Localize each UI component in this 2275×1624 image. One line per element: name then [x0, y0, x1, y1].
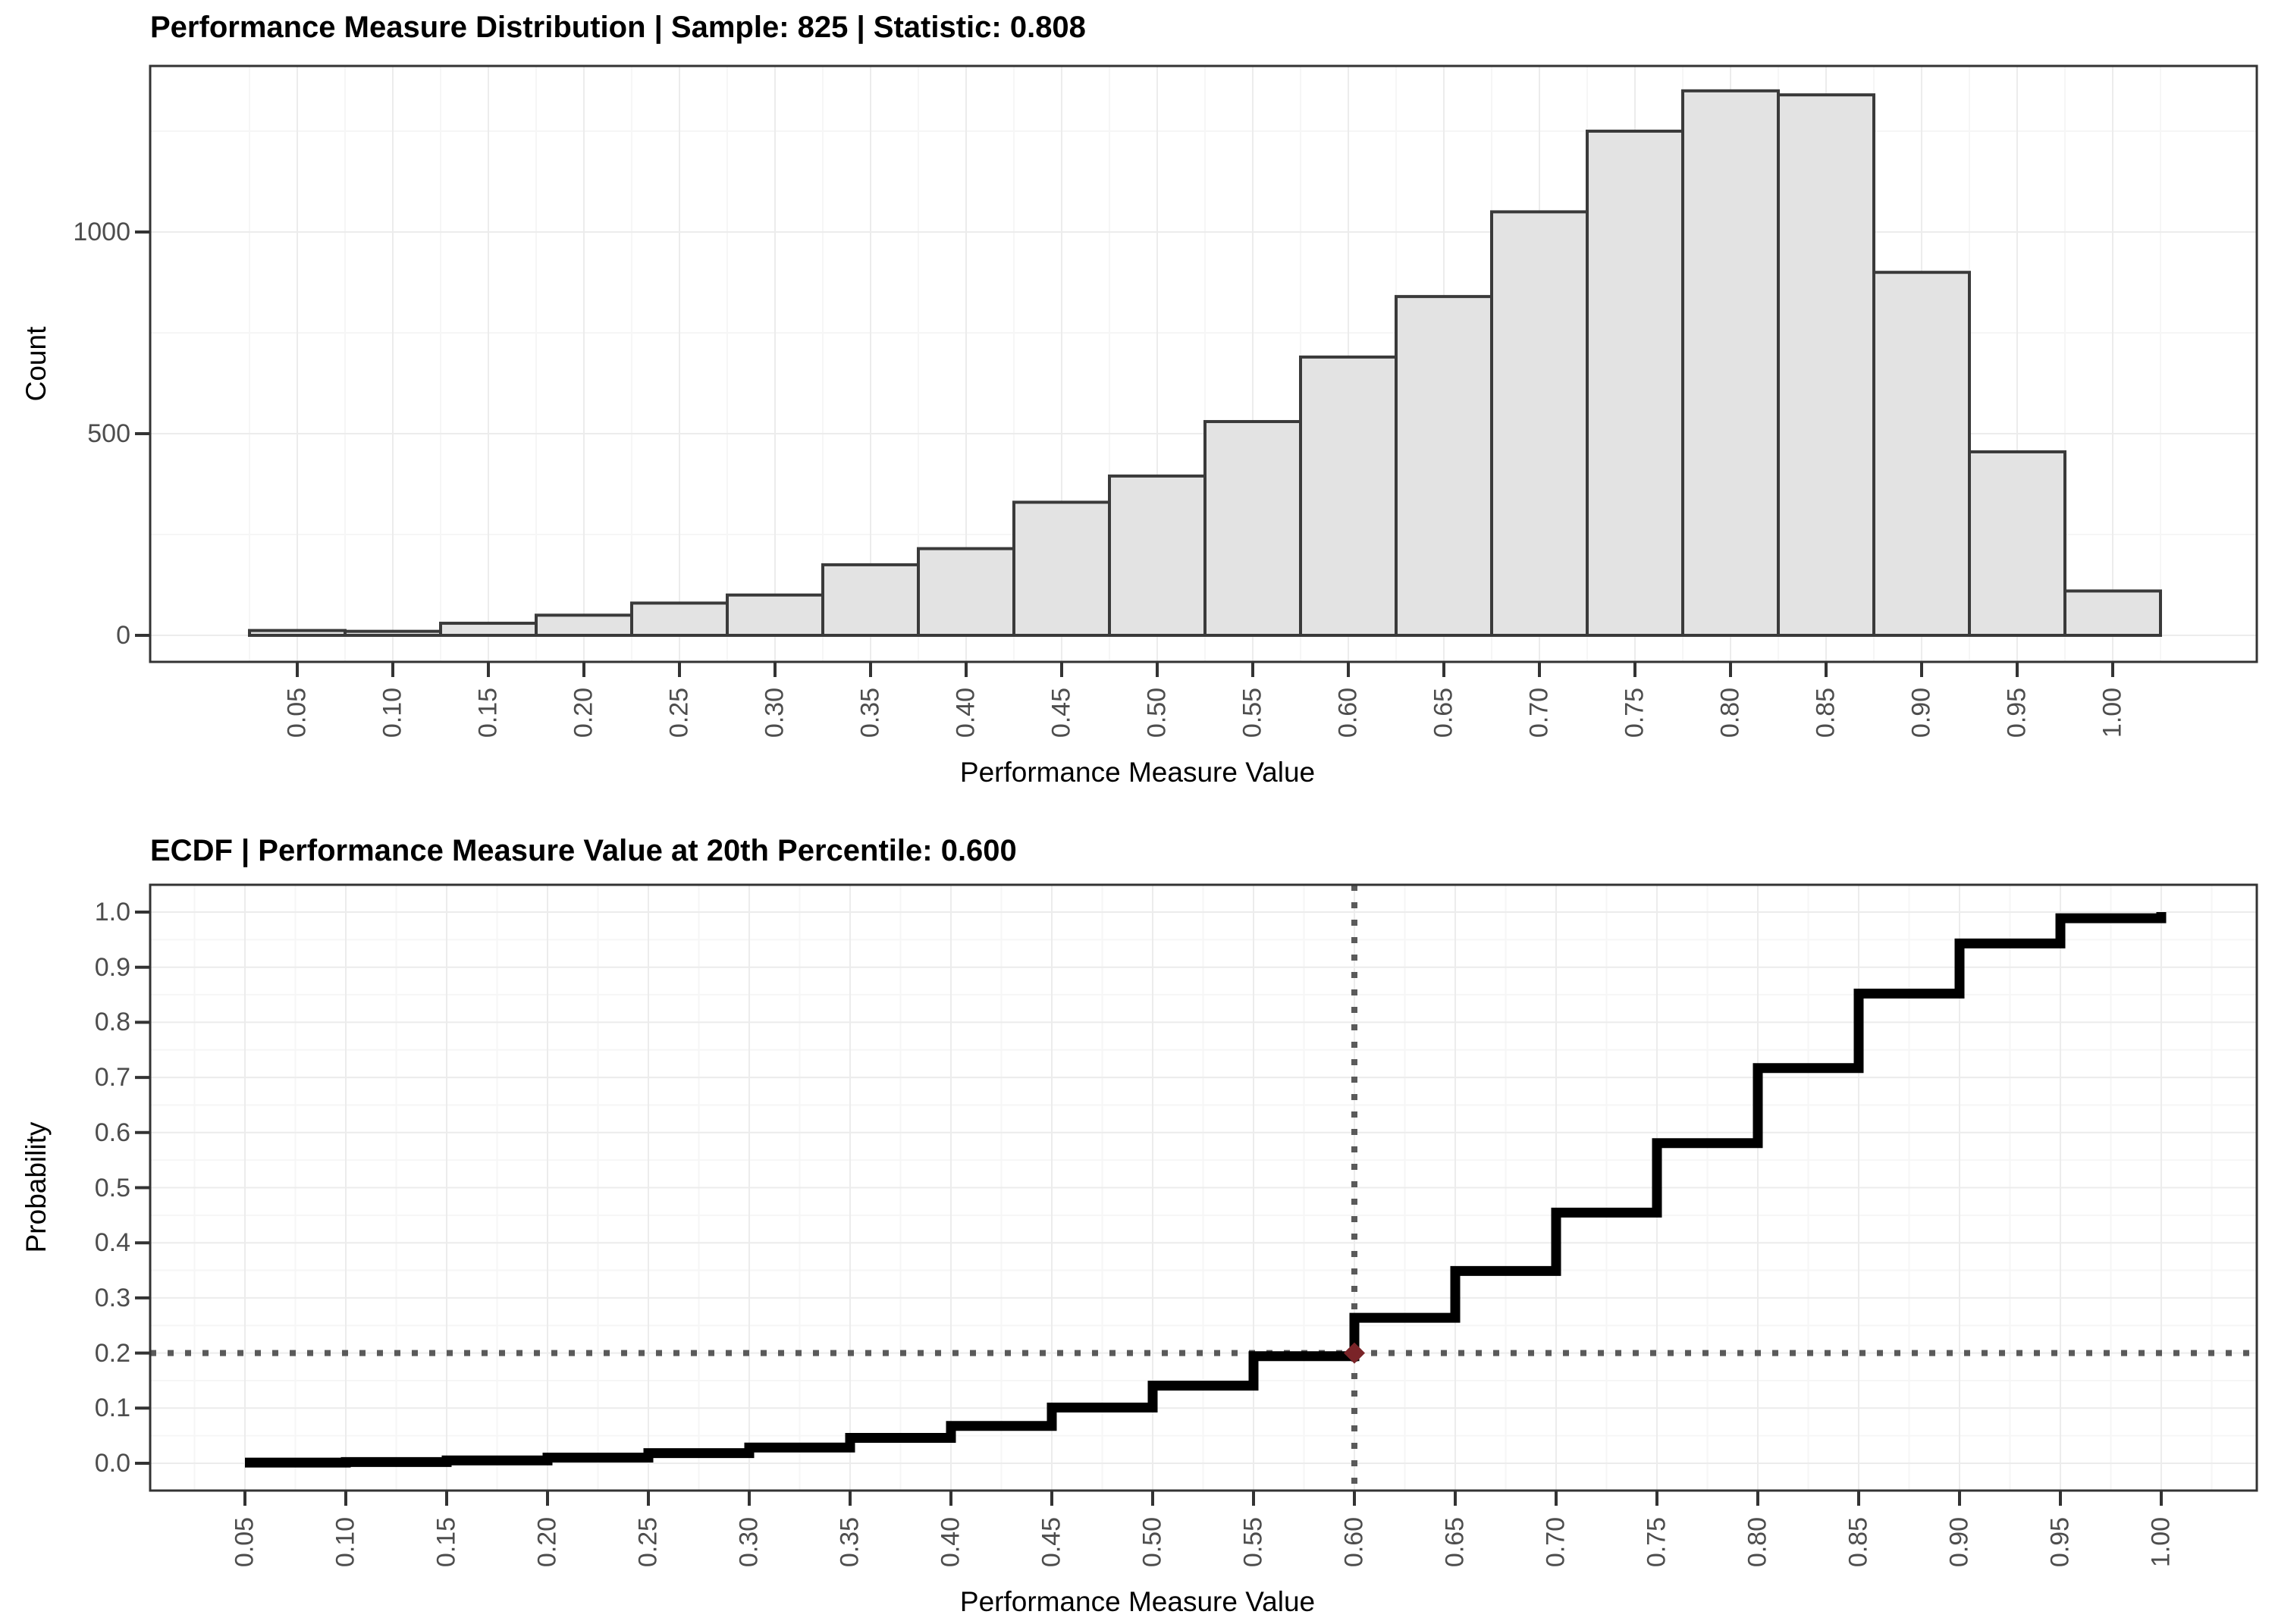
ecdf-x-tick-label: 0.35 [835, 1516, 864, 1568]
ecdf-x-tick-label: 0.40 [936, 1516, 965, 1568]
ecdf-x-tick-label: 0.10 [331, 1516, 360, 1568]
ecdf-y-axis-title: Probability [20, 1121, 52, 1253]
ecdf-y-tick-label: 1.0 [94, 898, 130, 926]
histogram-bar [821, 563, 920, 638]
hist-y-tick-label: 0 [116, 621, 130, 650]
ecdf-y-tick-label: 0.9 [94, 952, 130, 982]
ecdf-y-tick-label: 0.1 [94, 1394, 130, 1423]
histogram-bar [726, 593, 824, 637]
hist-x-tick-label: 0.70 [1524, 687, 1554, 738]
histogram-bar [1681, 89, 1780, 638]
ecdf-x-tick-label: 0.30 [734, 1516, 764, 1568]
ecdf-x-tick-label: 0.65 [1440, 1516, 1470, 1568]
histogram-panel-border [149, 64, 2258, 663]
ecdf-x-tick-label: 0.25 [633, 1516, 663, 1568]
hist-x-tick-label: 0.15 [473, 687, 503, 738]
histogram-bar [1108, 474, 1207, 637]
ecdf-y-tick-label: 0.8 [94, 1008, 130, 1037]
hist-x-tick-label: 0.40 [951, 687, 981, 738]
hist-x-tick-label: 0.65 [1429, 687, 1458, 738]
ecdf-y-tick-label: 0.7 [94, 1063, 130, 1093]
ecdf-x-tick-label: 0.80 [1743, 1516, 1772, 1568]
hist-x-tick-label: 0.90 [1906, 687, 1936, 738]
hist-y-tick-label: 1000 [73, 218, 130, 246]
ecdf-x-tick-label: 0.45 [1037, 1516, 1066, 1568]
ecdf-x-tick-label: 0.15 [431, 1516, 461, 1568]
percentile-point-marker [1344, 1342, 1365, 1364]
ecdf-x-tick-label: 0.50 [1138, 1516, 1167, 1568]
ecdf-y-tick-label: 0.0 [94, 1449, 130, 1478]
hist-x-tick-label: 0.20 [569, 687, 598, 738]
ecdf-y-tick-label: 0.2 [94, 1338, 130, 1368]
histogram-bar [1012, 500, 1111, 637]
ecdf-x-tick-label: 0.20 [532, 1516, 562, 1568]
ecdf-y-tick-label: 0.5 [94, 1173, 130, 1202]
histogram-bar [344, 629, 442, 637]
histogram-bar [1395, 295, 1493, 637]
hist-x-tick-label: 0.85 [1811, 687, 1840, 738]
histogram-bar [1586, 130, 1684, 637]
hist-x-tick-label: 0.55 [1238, 687, 1267, 738]
histogram-bar [248, 629, 347, 638]
ecdf-x-tick-label: 1.00 [2146, 1516, 2176, 1568]
histogram-bar [630, 601, 729, 638]
ecdf-x-tick-label: 0.75 [1642, 1516, 1671, 1568]
histogram-bar [535, 613, 633, 638]
hist-x-tick-label: 0.45 [1046, 687, 1076, 738]
histogram-bar [1968, 450, 2066, 637]
hist-x-tick-label: 0.35 [855, 687, 885, 738]
histogram-y-axis-title: Count [20, 326, 52, 402]
hist-x-tick-label: 0.80 [1715, 687, 1745, 738]
histogram-bar [917, 547, 1015, 637]
ecdf-x-tick-label: 0.85 [1844, 1516, 1873, 1568]
hist-x-tick-label: 0.50 [1142, 687, 1172, 738]
ecdf-x-axis-title: Performance Measure Value [959, 1586, 1316, 1617]
ecdf-y-tick-label: 0.3 [94, 1283, 130, 1312]
histogram-bar [2063, 589, 2162, 637]
histogram-bar [1490, 210, 1589, 637]
ecdf-x-tick-label: 0.55 [1238, 1516, 1268, 1568]
histogram-bar [1777, 93, 1875, 638]
ecdf-step-curve [245, 912, 2167, 1468]
histogram-bar [1299, 355, 1398, 637]
ecdf-x-tick-label: 0.05 [230, 1516, 259, 1568]
ecdf-x-tick-label: 0.60 [1339, 1516, 1369, 1568]
hist-x-tick-label: 0.30 [760, 687, 789, 738]
ecdf-y-tick-label: 0.4 [94, 1228, 130, 1258]
histogram-x-axis-title: Performance Measure Value [959, 757, 1316, 788]
histogram-bar [439, 622, 538, 637]
ecdf-x-tick-label: 0.95 [2045, 1516, 2075, 1568]
hist-x-tick-label: 0.25 [664, 687, 694, 738]
histogram-title: Performance Measure Distribution | Sampl… [150, 11, 1086, 44]
ecdf-x-tick-label: 0.90 [1944, 1516, 1974, 1568]
hist-x-tick-label: 0.10 [378, 687, 407, 738]
ecdf-x-tick-label: 0.70 [1541, 1516, 1571, 1568]
histogram-bar [1203, 420, 1302, 637]
hist-x-tick-label: 0.75 [1620, 687, 1649, 738]
hist-y-tick-label: 500 [87, 419, 130, 448]
hist-x-tick-label: 0.60 [1333, 687, 1363, 738]
histogram-bar [1872, 271, 1971, 637]
hist-x-tick-label: 1.00 [2098, 687, 2127, 738]
ecdf-y-tick-label: 0.6 [94, 1118, 130, 1147]
ecdf-title: ECDF | Performance Measure Value at 20th… [150, 834, 1017, 867]
hist-x-tick-label: 0.05 [282, 687, 312, 738]
hist-x-tick-label: 0.95 [2002, 687, 2032, 738]
